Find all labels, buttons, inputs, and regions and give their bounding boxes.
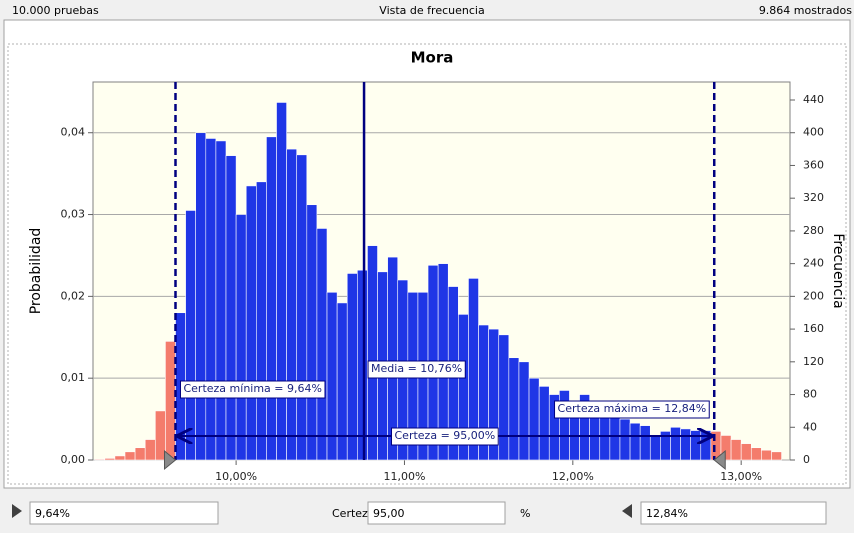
bar: [690, 430, 702, 461]
bar: [215, 140, 227, 461]
bar: [245, 185, 257, 461]
shown-count: 9.864 mostrados: [759, 4, 852, 17]
bar: [134, 447, 146, 461]
bar: [276, 102, 287, 461]
y-tick-label: 0,03: [61, 208, 86, 221]
certainty-min-label: Certeza mínima = 9,64%: [183, 382, 321, 395]
slider-min: [163, 449, 177, 471]
mean-label-box: [367, 360, 466, 379]
bar: [649, 435, 661, 461]
bar: [306, 204, 318, 461]
slider-left-icon: [12, 504, 22, 518]
y2-tick-label: 240: [803, 257, 824, 270]
slider-right-icon: [622, 504, 632, 518]
bar: [286, 148, 298, 461]
chart-frame: [7, 43, 847, 485]
bar: [639, 425, 651, 461]
right-value: 12,84%: [646, 507, 688, 520]
bar: [114, 455, 126, 461]
bar: [730, 439, 742, 461]
bar: [367, 245, 378, 461]
y2-tick-label: 320: [803, 191, 824, 204]
bar: [346, 273, 358, 461]
bar: [235, 214, 247, 461]
x-tick-label: 13,00%: [720, 470, 762, 483]
bar: [154, 410, 166, 461]
bar: [538, 386, 550, 461]
bar: [266, 136, 277, 461]
bar: [619, 418, 631, 461]
certainty-label: Certeza = 95,00%: [395, 429, 496, 442]
certainty-label: Certeza:: [332, 507, 378, 520]
y-tick-label: 0,01: [61, 371, 86, 384]
bar: [680, 428, 691, 461]
certainty-value: 95,00: [373, 507, 405, 520]
y2-tick-label: 360: [803, 158, 824, 171]
certainty-min-label-box: [179, 380, 326, 399]
trials: 10.000 pruebas: [12, 4, 99, 17]
bar: [326, 291, 338, 461]
y2-tick-label: 120: [803, 355, 824, 368]
bar: [629, 422, 641, 461]
view-title: Vista de frecuencia: [379, 4, 484, 17]
bar: [528, 377, 540, 461]
bar: [700, 430, 712, 461]
y2-tick-label: 0: [803, 453, 810, 466]
certainty-max-label: Certeza máxima = 12,84%: [558, 402, 707, 415]
left-value-input[interactable]: [29, 501, 219, 525]
x-tick-label: 12,00%: [552, 470, 594, 483]
y-tick-label: 0,02: [61, 289, 86, 302]
y2-tick-label: 40: [803, 420, 817, 433]
y2-tick-label: 400: [803, 126, 824, 139]
slider-max: [713, 449, 726, 471]
bar: [185, 210, 196, 461]
bar: [94, 458, 106, 461]
bar: [508, 357, 520, 461]
mean-label: Media = 10,76%: [371, 362, 462, 375]
bar: [225, 155, 237, 461]
y2-tick-label: 440: [803, 93, 824, 106]
bar: [165, 341, 176, 461]
y-tick-label: 0,04: [61, 126, 86, 139]
y-axis-label: Probabilidad: [28, 228, 44, 315]
y2-tick-label: 80: [803, 388, 817, 401]
bar: [670, 426, 681, 461]
y2-tick-label: 200: [803, 289, 824, 302]
certainty-label-box: [391, 427, 499, 446]
y2-tick-label: 160: [803, 322, 824, 335]
right-value-input[interactable]: [640, 501, 827, 525]
y2-axis-label: Frecuencia: [830, 233, 846, 308]
bar: [195, 132, 207, 461]
bar: [316, 228, 328, 461]
certainty-input[interactable]: [367, 501, 506, 525]
bar: [357, 269, 368, 461]
bar: [498, 334, 510, 461]
bar: [750, 447, 762, 461]
y-tick-label: 0,00: [61, 453, 86, 466]
bar: [256, 181, 267, 461]
bar: [124, 451, 136, 461]
bar: [518, 361, 530, 461]
bar: [104, 458, 116, 461]
percent-sign: %: [520, 507, 530, 520]
bar: [740, 443, 752, 461]
bar: [144, 439, 156, 461]
chart-title: Mora: [411, 49, 454, 67]
x-tick-label: 11,00%: [383, 470, 425, 483]
certainty-max-label-box: [554, 400, 710, 419]
bar: [761, 449, 772, 461]
bar: [296, 154, 308, 461]
left-value: 9,64%: [35, 507, 70, 520]
bar: [205, 138, 217, 461]
y2-tick-label: 280: [803, 224, 824, 237]
x-tick-label: 10,00%: [215, 470, 257, 483]
bar: [771, 451, 782, 461]
